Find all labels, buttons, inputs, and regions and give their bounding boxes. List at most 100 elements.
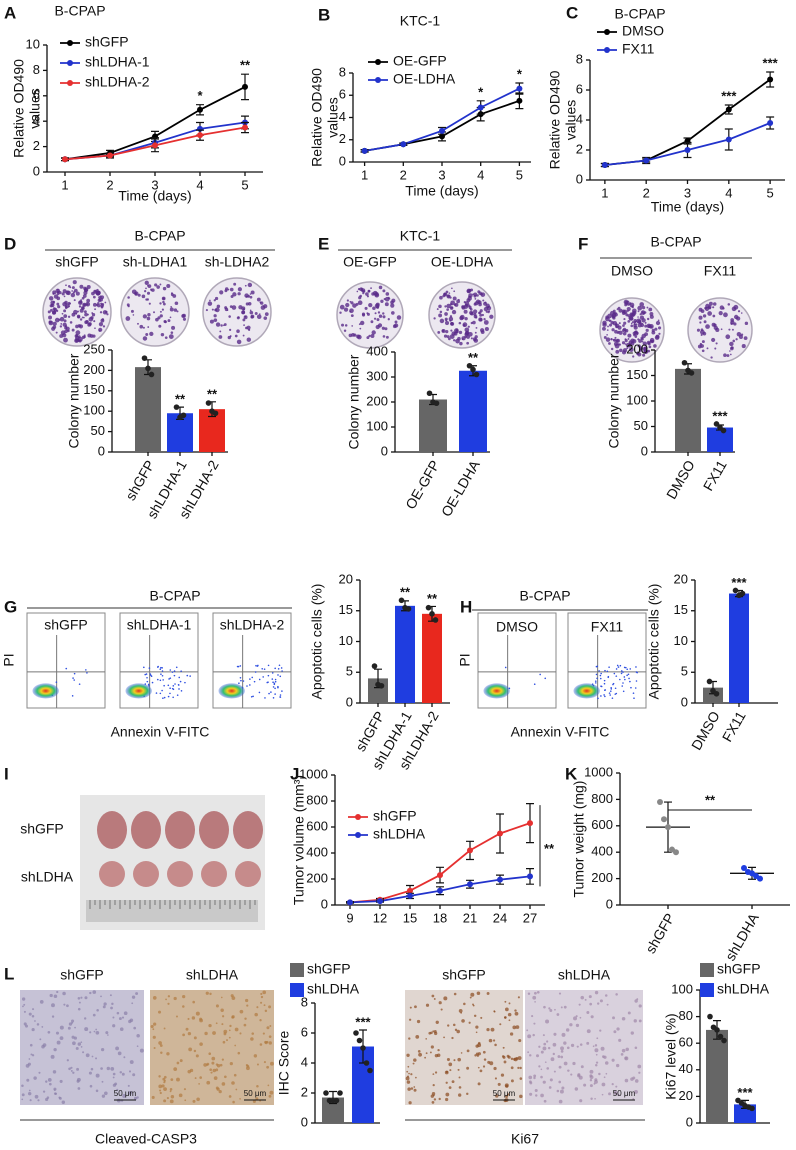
ihc-cell [92,1013,96,1017]
ihc-cell [220,996,223,999]
y-tick-label: 4 [33,113,40,128]
significance: ** [468,350,479,365]
ihc-cell [627,1011,631,1015]
event [594,680,597,682]
data-point [212,410,219,417]
ihc-cell [527,1034,532,1039]
plate-label: OE-GFP [343,254,397,270]
colony [370,287,372,290]
colony [658,326,662,330]
colony [478,311,482,315]
data-point [714,1027,720,1033]
data-point [353,1030,359,1036]
flow-x-axis: Annexin V-FITC [111,724,210,740]
panel-letter: H [460,597,472,616]
bar [135,367,161,452]
ihc-cell [479,1069,483,1073]
ihc-cell [633,1089,638,1094]
ihc-cell [25,1063,30,1068]
colony [713,325,718,331]
ihc-cell [52,1070,57,1074]
ihc-cell [70,1069,73,1072]
ihc-cell [563,1005,567,1009]
ihc-cell [95,1028,98,1031]
ihc-cell [212,1068,216,1073]
ihc-cell [59,1036,64,1040]
ihc-cell [414,1005,417,1009]
colony [209,319,214,324]
ihc-cell [31,1054,35,1057]
ihc-cell [100,1048,105,1052]
colony [137,293,141,297]
ihc-cell [256,1063,259,1066]
x-axis-label: Time (days) [405,183,478,199]
colony [606,334,608,336]
ihc-cell [82,1051,85,1054]
ihc-cell [584,998,587,1001]
colony [377,311,381,314]
ihc-cell [519,1066,522,1070]
ihc-cell [47,1030,51,1034]
event [622,682,624,684]
ihc-cell [259,1019,262,1022]
colony [457,298,460,301]
ihc-cell [170,1078,174,1081]
ihc-cell [546,1040,549,1043]
ihc-cell [488,1038,493,1043]
event [620,672,623,675]
colony [79,284,84,289]
ihc-caption: Ki67 [511,1131,539,1147]
ihc-cell [193,1049,197,1053]
marker [361,147,368,154]
ihc-cell [112,1024,116,1028]
colony [622,348,628,353]
colony [641,311,644,314]
colony [723,312,728,318]
ihc-cell [517,1056,522,1060]
event [73,672,76,675]
event [615,668,618,670]
colony [703,320,707,324]
ihc-cell [606,1003,609,1006]
ihc-cell [468,1021,471,1024]
event [271,672,274,674]
colony [49,304,53,308]
ihc-cell [580,995,585,1000]
ihc-cell [169,1088,173,1091]
event [504,666,507,669]
colony [439,295,443,300]
data-point [333,1097,340,1104]
colony [367,289,371,293]
colony [470,337,473,340]
density [32,683,59,699]
y-tick-label: 200 [83,362,105,377]
ihc-cell [558,1099,563,1104]
colony [628,315,634,321]
ihc-cell [34,1020,36,1022]
ihc-cell [216,1087,220,1091]
colony [446,308,449,311]
event [263,668,266,670]
colony [86,284,91,290]
ihc-cell [613,1030,617,1034]
colony [83,303,86,307]
colony [249,310,254,315]
x-tick-label: 5 [516,167,523,182]
colony [71,328,75,332]
ihc-cell [575,1015,578,1018]
flow-label: shGFP [44,617,88,633]
y-axis-label: Apoptotic cells (%) [646,584,662,700]
ihc-cell [169,1099,174,1104]
colony [248,328,251,331]
colony [443,292,448,297]
chart-title: B-CPAP [54,3,105,19]
y-tick-label: 400 [591,844,613,859]
colony [448,316,454,322]
ihc-cell [176,1061,180,1065]
tumor [131,811,161,849]
x-tick-label: 5 [767,185,774,200]
event [619,678,621,681]
event [169,677,172,679]
colony [170,292,173,295]
ihc-cell [515,1025,520,1029]
